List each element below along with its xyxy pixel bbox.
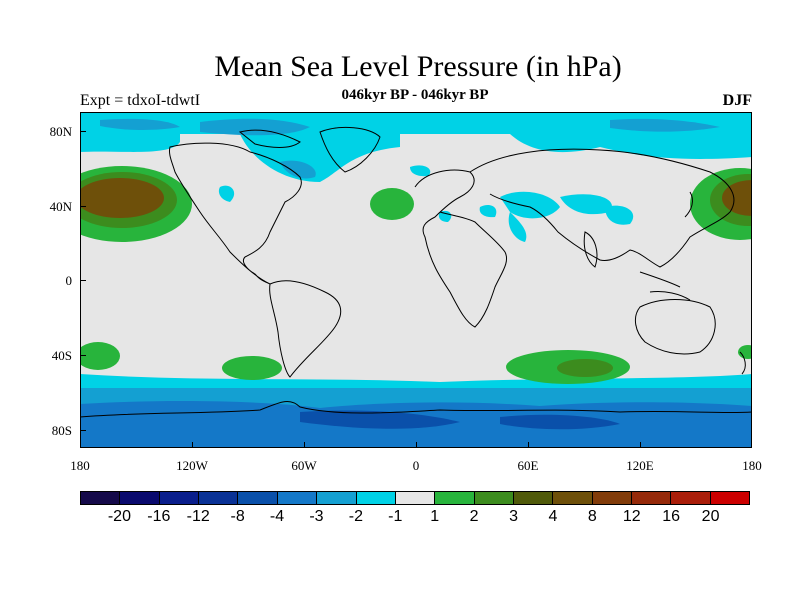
lat-label-80s: 80S (51, 423, 72, 438)
colorbar-label: -1 (388, 508, 403, 525)
colorbar-swatch (553, 492, 593, 504)
colorbar-label: 3 (509, 508, 518, 525)
lat-label-80n: 80N (49, 124, 72, 139)
lon-tick (528, 442, 529, 448)
lon-label-180e: 180 (742, 458, 762, 473)
lon-label-60w: 60W (291, 458, 317, 473)
pressure-field (80, 112, 752, 448)
colorbar-swatch (81, 492, 121, 504)
lat-tick (80, 206, 86, 207)
colorbar-label: 2 (469, 508, 479, 525)
colorbar-swatch (671, 492, 711, 504)
colorbar-swatch (395, 492, 436, 504)
lat-tick (80, 131, 86, 132)
colorbar-swatch (435, 492, 475, 504)
southern-ocean-low-region (80, 374, 752, 448)
arctic-low-region (80, 112, 752, 242)
lon-tick (192, 442, 193, 448)
north-pacific-high-region (80, 166, 752, 242)
colorbar-label: 4 (548, 508, 558, 525)
experiment-label: Expt = tdxoI-tdwtI (80, 92, 201, 109)
colorbar-swatch (238, 492, 278, 504)
lat-label-40s: 40S (51, 348, 72, 363)
colorbar-swatch (159, 492, 200, 504)
colorbar-label: -2 (348, 508, 363, 525)
north-atlantic-high-region (370, 188, 414, 220)
plot-title: Mean Sea Level Pressure (in hPa) (214, 50, 622, 83)
colorbar-label: -12 (186, 508, 210, 525)
colorbar-label: -8 (230, 508, 245, 525)
lon-label-60e: 60E (517, 458, 539, 473)
lon-tick (640, 442, 641, 448)
colorbar-swatch (277, 492, 318, 504)
southern-highs-region (80, 342, 752, 384)
lat-tick (80, 280, 86, 281)
colorbar (80, 491, 750, 505)
lon-tick (416, 442, 417, 448)
lon-label-180w: 180 (70, 458, 90, 473)
colorbar-swatch (120, 492, 160, 504)
colorbar-swatch (710, 492, 750, 504)
colorbar-swatch (474, 492, 514, 504)
colorbar-label: 12 (622, 508, 641, 525)
lon-label-120e: 120E (626, 458, 654, 473)
colorbar-label: -3 (309, 508, 324, 525)
colorbar-swatch (632, 492, 672, 504)
colorbar-swatch (317, 492, 357, 504)
lat-tick (80, 430, 86, 431)
season-label: DJF (722, 92, 752, 109)
colorbar-swatch (356, 492, 396, 504)
colorbar-label: 1 (430, 508, 440, 525)
colorbar-label: 20 (701, 508, 720, 525)
plot-subtitle: 046kyr BP - 046kyr BP (341, 87, 489, 103)
lon-label-0: 0 (412, 458, 420, 473)
lat-label-0: 0 (65, 273, 73, 288)
coastlines (80, 127, 752, 418)
lon-tick (304, 442, 305, 448)
colorbar-swatch (592, 492, 633, 504)
colorbar-label: -4 (269, 508, 285, 525)
lat-tick (80, 355, 86, 356)
lon-label-120w: 120W (176, 458, 208, 473)
colorbar-swatch (199, 492, 239, 504)
map-panel (80, 112, 752, 448)
lat-label-40n: 40N (49, 199, 72, 214)
colorbar-swatch (513, 492, 554, 504)
colorbar-label: 16 (662, 508, 681, 525)
colorbar-label: -16 (147, 508, 171, 525)
colorbar-label: -20 (107, 508, 131, 525)
colorbar-label: 8 (587, 508, 597, 525)
